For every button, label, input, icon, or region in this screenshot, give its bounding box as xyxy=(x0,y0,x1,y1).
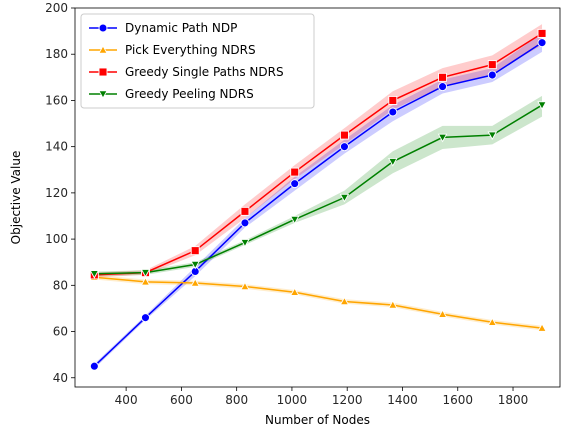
point-greedy-peeling-ndrs-4 xyxy=(289,215,300,225)
point-pick-everything-ndrs-4 xyxy=(289,287,300,296)
band-greedy-single-paths-ndrs xyxy=(94,24,543,278)
band-greedy-peeling-ndrs xyxy=(94,95,543,277)
point-greedy-single-paths-ndrs-7 xyxy=(438,72,447,82)
point-greedy-peeling-ndrs-0 xyxy=(89,270,100,279)
point-pick-everything-ndrs-3 xyxy=(240,281,250,291)
x-tick-label-400: 400 xyxy=(115,393,138,407)
point-pick-everything-ndrs-7 xyxy=(437,309,448,318)
x-tick-label-1400: 1400 xyxy=(387,393,418,407)
point-greedy-single-paths-ndrs-6 xyxy=(388,95,398,105)
point-greedy-single-paths-ndrs-9 xyxy=(537,28,547,38)
point-dynamic-path-ndp-5 xyxy=(339,142,349,152)
point-dynamic-path-ndp-9 xyxy=(537,38,547,48)
legend-label-greedy-single-paths-ndrs: Greedy Single Paths NDRS xyxy=(125,65,284,79)
y-axis-label: Objective Value xyxy=(9,151,23,245)
point-greedy-single-paths-ndrs-4 xyxy=(290,167,300,177)
y-tick-label-80: 80 xyxy=(53,278,68,292)
y-tick-label-100: 100 xyxy=(45,232,68,246)
x-tick-label-600: 600 xyxy=(170,393,193,407)
x-axis-ticks: 400 600 800 1000 1200 1400 1600 1800 xyxy=(115,387,529,407)
point-dynamic-path-ndp-3 xyxy=(240,218,250,228)
y-tick-label-160: 160 xyxy=(45,93,68,107)
point-dynamic-path-ndp-4 xyxy=(290,179,300,189)
point-greedy-peeling-ndrs-7 xyxy=(437,133,448,143)
axes xyxy=(74,7,561,388)
legend-marker-dynamic-path-ndp xyxy=(98,23,108,33)
point-greedy-single-paths-ndrs-3 xyxy=(240,206,250,216)
point-greedy-peeling-ndrs-2 xyxy=(190,260,200,270)
y-tick-label-180: 180 xyxy=(45,47,68,61)
legend-label-pick-everything-ndrs: Pick Everything NDRS xyxy=(125,43,256,57)
point-greedy-single-paths-ndrs-5 xyxy=(339,130,349,140)
point-greedy-peeling-ndrs-5 xyxy=(339,193,350,203)
y-tick-label-200: 200 xyxy=(45,1,68,15)
legend-marker-greedy-single-paths-ndrs xyxy=(98,67,108,77)
band-dynamic-path-ndp xyxy=(94,33,543,369)
point-dynamic-path-ndp-0 xyxy=(89,361,99,371)
x-tick-label-1200: 1200 xyxy=(332,393,363,407)
band-pick-everything-ndrs xyxy=(94,274,543,331)
point-dynamic-path-ndp-6 xyxy=(388,107,398,117)
point-greedy-peeling-ndrs-3 xyxy=(240,238,250,248)
point-dynamic-path-ndp-1 xyxy=(141,313,150,323)
legend: Dynamic Path NDP Pick Everything NDRS Gree… xyxy=(80,13,315,109)
legend-label-dynamic-path-ndp: Dynamic Path NDP xyxy=(125,21,237,35)
x-tick-label-1000: 1000 xyxy=(277,393,308,407)
y-tick-label-40: 40 xyxy=(53,371,68,385)
confidence-bands xyxy=(94,24,543,369)
point-greedy-single-paths-ndrs-8 xyxy=(487,60,497,70)
x-axis-label: Number of Nodes xyxy=(265,413,370,427)
line-pick-everything-ndrs xyxy=(94,276,543,329)
line-greedy-single-paths-ndrs xyxy=(94,32,543,276)
point-pick-everything-ndrs-2 xyxy=(190,278,200,287)
x-tick-label-800: 800 xyxy=(225,393,248,407)
point-pick-everything-ndrs-5 xyxy=(339,296,350,306)
x-tick-label-1800: 1800 xyxy=(498,393,529,407)
y-tick-label-60: 60 xyxy=(53,325,68,339)
point-greedy-peeling-ndrs-8 xyxy=(487,131,498,141)
point-greedy-peeling-ndrs-1 xyxy=(140,268,151,278)
point-greedy-peeling-ndrs-6 xyxy=(388,158,398,167)
legend-box xyxy=(80,13,315,109)
x-tick-label-1600: 1600 xyxy=(442,393,473,407)
line-greedy-peeling-ndrs xyxy=(94,104,543,275)
line-dynamic-path-ndp xyxy=(93,42,543,367)
point-greedy-single-paths-ndrs-2 xyxy=(190,246,200,256)
legend-marker-pick-everything-ndrs xyxy=(98,45,108,54)
point-pick-everything-ndrs-6 xyxy=(388,300,398,309)
point-pick-everything-ndrs-8 xyxy=(487,317,498,326)
y-tick-label-120: 120 xyxy=(45,186,68,200)
point-dynamic-path-ndp-7 xyxy=(438,82,447,92)
series-markers xyxy=(89,28,547,371)
point-pick-everything-ndrs-9 xyxy=(537,323,547,332)
point-pick-everything-ndrs-1 xyxy=(140,276,151,286)
legend-label-greedy-peeling-ndrs: Greedy Peeling NDRS xyxy=(125,87,254,101)
y-tick-label-140: 140 xyxy=(45,140,68,154)
series-lines xyxy=(93,32,543,367)
point-greedy-peeling-ndrs-9 xyxy=(537,101,547,110)
point-dynamic-path-ndp-8 xyxy=(487,70,497,80)
y-axis-ticks: 40 60 80 100 120 140 160 180 200 xyxy=(45,1,75,385)
plot-frame xyxy=(74,7,561,388)
legend-marker-greedy-peeling-ndrs xyxy=(98,90,108,99)
